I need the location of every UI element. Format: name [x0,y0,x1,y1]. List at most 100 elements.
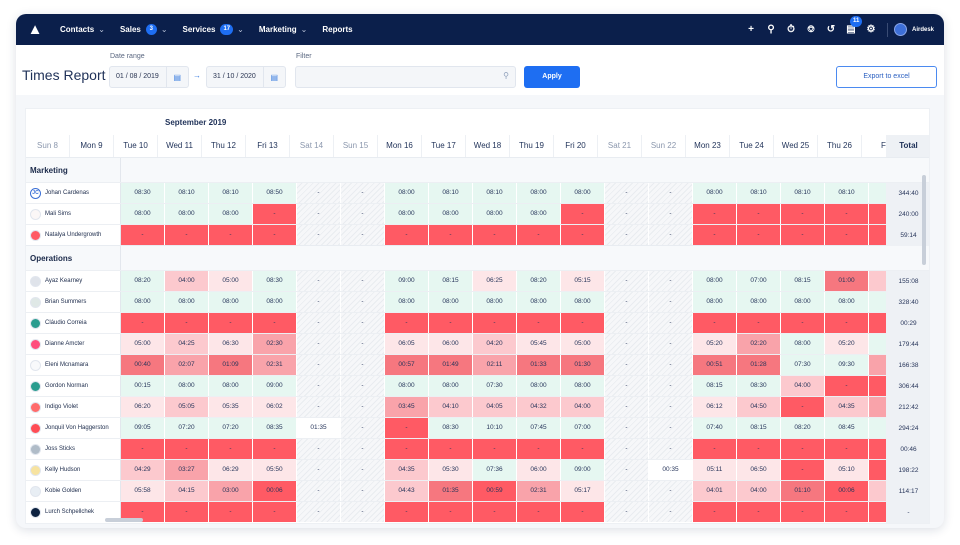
day-header[interactable]: Mon 16 [378,135,422,157]
time-cell[interactable]: 08:00 [385,376,429,396]
time-cell[interactable]: 00:40 [121,355,165,375]
calendar-icon[interactable]: ▤ [270,72,279,82]
time-cell[interactable]: 04:10 [429,397,473,417]
time-cell[interactable]: - [165,313,209,333]
time-cell[interactable]: 01:10 [781,481,825,501]
time-cell[interactable]: - [649,355,693,375]
time-cell[interactable]: - [605,397,649,417]
time-cell[interactable]: 08:00 [165,292,209,312]
time-cell[interactable]: 03:00 [209,481,253,501]
time-cell[interactable]: - [473,502,517,522]
time-cell[interactable]: - [341,397,385,417]
time-cell[interactable]: - [341,183,385,203]
time-cell[interactable] [869,292,886,312]
time-cell[interactable]: - [737,204,781,224]
employee-name-cell[interactable]: Natalya Undergrowth [26,225,121,245]
time-cell[interactable] [869,460,886,480]
time-cell[interactable]: - [781,439,825,459]
time-cell[interactable]: 04:00 [165,271,209,291]
time-cell[interactable]: 08:10 [737,183,781,203]
time-cell[interactable]: 08:00 [693,183,737,203]
time-cell[interactable]: - [737,225,781,245]
time-cell[interactable]: 04:15 [165,481,209,501]
employee-name-cell[interactable]: Dianne Amcter [26,334,121,354]
inbox-icon[interactable]: ▤ 11 [841,16,863,35]
employee-name-cell[interactable]: Joss Sticks [26,439,121,459]
time-cell[interactable]: 04:00 [561,397,605,417]
horizontal-scrollbar[interactable] [105,518,143,522]
time-cell[interactable]: 05:58 [121,481,165,501]
time-cell[interactable]: - [209,313,253,333]
day-header[interactable]: Tue 24 [730,135,774,157]
time-cell[interactable]: 00:59 [473,481,517,501]
time-cell[interactable]: 00:57 [385,355,429,375]
time-cell[interactable]: 05:00 [561,334,605,354]
time-cell[interactable]: - [561,502,605,522]
time-cell[interactable]: 08:45 [825,418,869,438]
time-cell[interactable]: 00:06 [825,481,869,501]
time-cell[interactable]: - [825,439,869,459]
time-cell[interactable]: - [473,439,517,459]
time-cell[interactable]: - [605,502,649,522]
time-cell[interactable]: 08:00 [165,204,209,224]
time-cell[interactable]: - [297,334,341,354]
time-cell[interactable]: 00:35 [649,460,693,480]
time-cell[interactable]: 08:10 [781,183,825,203]
time-cell[interactable]: - [297,313,341,333]
employee-name-cell[interactable]: Kelly Hudson [26,460,121,480]
time-cell[interactable]: - [649,439,693,459]
time-cell[interactable]: 08:00 [561,376,605,396]
time-cell[interactable]: 06:00 [429,334,473,354]
day-header[interactable]: Mon 9 [70,135,114,157]
time-cell[interactable]: - [561,225,605,245]
time-cell[interactable]: - [605,271,649,291]
time-cell[interactable]: 08:10 [165,183,209,203]
time-cell[interactable]: 05:15 [561,271,605,291]
search-icon[interactable]: ⚲ [767,24,775,35]
time-cell[interactable]: 08:00 [209,292,253,312]
plus-icon[interactable]: + [748,24,754,35]
time-cell[interactable] [869,355,886,375]
time-cell[interactable]: - [649,313,693,333]
time-cell[interactable]: - [649,397,693,417]
time-cell[interactable]: 06:30 [209,334,253,354]
timer-icon[interactable]: ⏱ [787,24,795,35]
nav-reports[interactable]: Reports [322,25,352,34]
time-cell[interactable]: - [429,225,473,245]
time-cell[interactable]: 05:17 [561,481,605,501]
day-header[interactable]: Sat 14 [290,135,334,157]
day-header[interactable]: Fri 20 [554,135,598,157]
time-cell[interactable]: - [737,313,781,333]
day-header[interactable]: Sun 15 [334,135,378,157]
time-cell[interactable]: 04:00 [781,376,825,396]
time-cell[interactable]: 04:35 [825,397,869,417]
time-cell[interactable]: - [649,204,693,224]
time-cell[interactable]: - [561,439,605,459]
time-cell[interactable]: - [297,376,341,396]
time-cell[interactable]: - [605,204,649,224]
time-cell[interactable] [869,418,886,438]
time-cell[interactable]: 03:45 [385,397,429,417]
time-cell[interactable]: 08:00 [517,292,561,312]
time-cell[interactable]: - [737,439,781,459]
time-cell[interactable]: - [693,502,737,522]
time-cell[interactable]: 08:20 [121,271,165,291]
time-cell[interactable]: 08:30 [429,418,473,438]
time-cell[interactable]: - [605,334,649,354]
time-cell[interactable]: - [385,313,429,333]
time-cell[interactable]: 01:33 [517,355,561,375]
time-cell[interactable]: 08:50 [253,183,297,203]
time-cell[interactable]: - [385,418,429,438]
employee-name-cell[interactable]: Lurch Schpellchek [26,502,121,522]
time-cell[interactable]: 08:10 [825,183,869,203]
time-cell[interactable]: 08:00 [429,204,473,224]
time-cell[interactable] [869,376,886,396]
time-cell[interactable]: - [781,313,825,333]
time-cell[interactable]: 08:00 [693,271,737,291]
time-cell[interactable]: 08:00 [517,204,561,224]
time-cell[interactable]: - [649,292,693,312]
time-cell[interactable]: 04:43 [385,481,429,501]
time-cell[interactable]: 06:50 [737,460,781,480]
time-cell[interactable]: 08:00 [385,183,429,203]
employee-name-cell[interactable]: Eleni Mcnamara [26,355,121,375]
